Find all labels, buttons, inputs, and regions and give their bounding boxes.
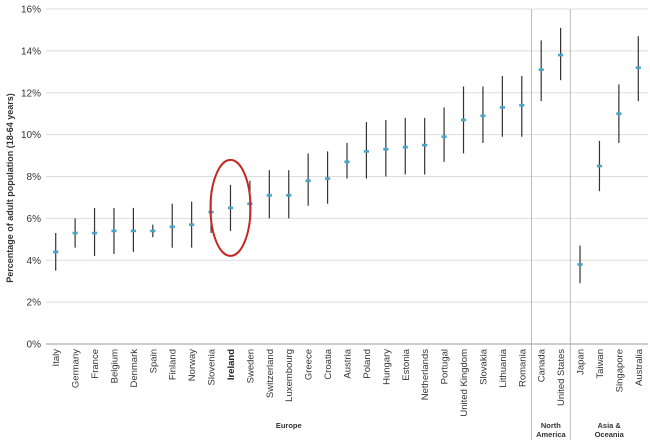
- y-tick-label: 10%: [21, 130, 41, 141]
- highlight-layer: [209, 158, 252, 257]
- data-point: [150, 229, 156, 233]
- category-label: France: [90, 349, 101, 379]
- group-separators: [530, 9, 571, 440]
- data-point: [596, 164, 603, 168]
- y-tick-label: 0%: [27, 340, 42, 351]
- category-label: Spain: [148, 349, 159, 373]
- category-label: Finland: [168, 349, 179, 380]
- data-points: [53, 53, 641, 266]
- y-axis-label: Percentage of adult population (18-64 ye…: [5, 93, 15, 283]
- data-point: [130, 229, 136, 233]
- data-point: [72, 231, 78, 235]
- x-axis-category-labels: Italy Germany France Belgium Denmark Spain Fin…: [51, 348, 645, 416]
- y-tick-label: 16%: [21, 5, 41, 16]
- category-label: Belgium: [109, 349, 120, 383]
- data-point: [519, 104, 525, 107]
- data-point: [227, 206, 234, 210]
- category-label: Denmark: [129, 349, 140, 388]
- group-labels: Europe North America Asia & Oceania: [276, 421, 625, 439]
- category-label: Norway: [187, 349, 198, 381]
- data-point: [363, 150, 370, 153]
- data-point: [460, 118, 467, 122]
- category-label: Canada: [537, 348, 548, 382]
- data-point: [266, 194, 272, 197]
- category-label: Japan: [576, 349, 587, 375]
- category-label: Austria: [343, 348, 354, 378]
- y-tick-label: 2%: [27, 298, 42, 309]
- data-point: [402, 145, 408, 149]
- group-label: Europe: [276, 421, 302, 430]
- group-label: Asia & Oceania: [595, 421, 625, 439]
- data-point: [383, 147, 389, 151]
- category-label: Portugal: [440, 349, 451, 384]
- category-label: Netherlands: [420, 349, 431, 400]
- data-point: [344, 160, 350, 164]
- data-point: [441, 135, 447, 139]
- data-point: [577, 263, 583, 266]
- data-point: [324, 177, 331, 180]
- highlight-ring: [209, 158, 252, 257]
- data-point: [53, 250, 59, 254]
- category-label: Ireland: [226, 349, 237, 380]
- y-tick-label: 6%: [27, 214, 42, 225]
- category-label: Germany: [71, 349, 82, 388]
- category-label: Greece: [304, 349, 315, 380]
- category-label: Croatia: [323, 348, 334, 379]
- data-point: [91, 231, 98, 235]
- data-point: [422, 143, 428, 147]
- category-label: United Kingdom: [459, 349, 470, 417]
- group-label: North America: [536, 421, 566, 439]
- category-label: Switzerland: [265, 349, 276, 398]
- data-point: [286, 194, 292, 197]
- data-point: [538, 68, 544, 72]
- category-label: Slovenia: [207, 348, 218, 385]
- data-point: [616, 112, 622, 115]
- category-label: Lithuania: [498, 348, 509, 387]
- gridlines: [46, 8, 648, 345]
- data-point: [635, 66, 641, 69]
- y-tick-label: 14%: [21, 46, 41, 57]
- data-point: [499, 106, 505, 109]
- y-tick-label: 12%: [21, 88, 41, 99]
- category-label: Estonia: [401, 348, 412, 380]
- category-label: Australia: [634, 348, 645, 386]
- category-label: Slovakia: [478, 348, 489, 385]
- data-point: [558, 53, 564, 57]
- y-axis-ticks: 0% 2% 4% 6% 8% 10% 12% 14% 16%: [21, 5, 41, 351]
- category-label: Sweden: [245, 349, 256, 383]
- data-point: [305, 179, 311, 182]
- category-label: Poland: [362, 349, 373, 379]
- y-tick-label: 8%: [27, 172, 42, 183]
- y-tick-label: 4%: [27, 256, 42, 267]
- category-label: Romania: [517, 348, 528, 387]
- data-point: [189, 223, 195, 226]
- category-label: Italy: [51, 349, 62, 367]
- data-point: [480, 114, 486, 118]
- data-point: [111, 229, 117, 233]
- category-label: Singapore: [614, 349, 625, 392]
- data-point: [169, 225, 175, 229]
- category-label: Hungary: [381, 349, 392, 385]
- category-label: Luxembourg: [284, 349, 295, 402]
- category-label: United States: [556, 349, 567, 406]
- category-label: Taiwan: [595, 349, 606, 379]
